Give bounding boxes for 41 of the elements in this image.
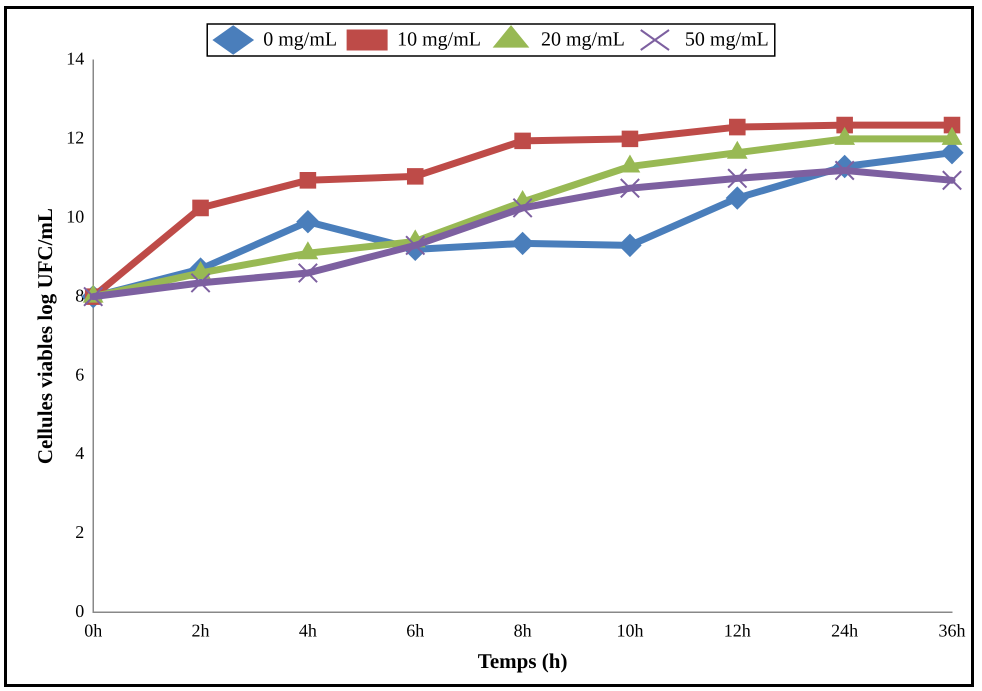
y-tick-label: 14 [66,48,84,69]
y-tick-label: 2 [75,522,84,542]
point [727,168,748,189]
x-tick-label: 24h [831,620,858,641]
point [512,198,533,218]
x-tick-label: 36h [938,620,966,641]
legend-label: 10 mg/mL [397,28,482,50]
point [406,168,424,185]
legend-label: 50 mg/mL [684,28,769,50]
point [298,262,318,284]
x-tick-label: 6h [406,620,424,641]
point [296,210,320,234]
point [405,235,426,256]
y-tick-label: 0 [75,600,84,621]
point [190,272,211,294]
x-tick-label: 12h [724,620,751,641]
point [726,186,749,210]
legend-label: 20 mg/mL [541,28,625,50]
x-tick-label: 4h [298,620,317,641]
x-tick-label: 0h [84,620,102,641]
y-tick-label: 6 [75,364,84,384]
point [192,200,209,216]
y-tick-label: 8 [75,285,84,306]
x-tick-label: 8h [514,620,532,641]
point [514,132,531,150]
point [942,170,962,190]
point [836,116,853,134]
x-tick-label: 10h [616,620,644,641]
y-axis-title: Cellules viables log UFC/mL [33,208,58,464]
y-tick-label: 4 [75,443,84,464]
y-tick-label: 12 [66,128,84,148]
point [834,160,855,181]
point [300,172,316,189]
point [620,178,640,198]
point [622,130,638,148]
x-tick-label: 2h [192,620,210,641]
y-tick-label: 10 [66,206,84,227]
point [944,116,960,134]
legend-label: 0 mg/mL [263,28,338,50]
point [729,118,746,136]
x-axis-title: Temps (h) [478,648,568,673]
